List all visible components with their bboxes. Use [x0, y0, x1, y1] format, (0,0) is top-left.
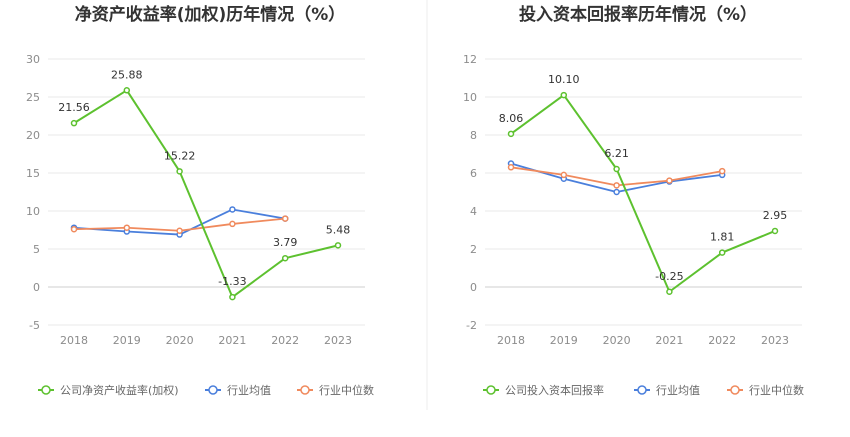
legend-label: 行业中位数 [319, 383, 374, 397]
roe-legend-median[interactable]: 行业中位数 [297, 383, 374, 397]
legend-swatch-marker [730, 385, 740, 395]
roe-chart: 净资产收益率(加权)历年情况（%） -5 0 5 10 15 20 25 30 2018 2019 2… [26, 4, 374, 397]
y-tick-label: 4 [470, 205, 477, 218]
y-tick-label: 5 [33, 243, 40, 256]
legend-swatch-marker [486, 385, 496, 395]
roic-legend-mean[interactable]: 行业均值 [634, 384, 700, 397]
roe-legend-company[interactable]: 公司净资产收益率(加权) [38, 383, 179, 397]
data-point [123, 224, 131, 231]
data-point [666, 177, 673, 184]
data-label: 21.56 [58, 101, 90, 114]
data-point [718, 167, 726, 175]
y-tick-label: 0 [470, 281, 477, 294]
x-tick-label: 2018 [497, 334, 525, 347]
data-point [718, 249, 726, 256]
legend-label: 行业中位数 [749, 383, 804, 397]
data-label: 25.88 [111, 68, 143, 81]
x-tick-label: 2023 [761, 334, 789, 347]
y-tick-label: 0 [33, 281, 40, 294]
roe-legend-mean[interactable]: 行业均值 [205, 384, 271, 397]
legend-label: 行业均值 [656, 384, 700, 397]
data-label: 15.22 [164, 149, 196, 162]
x-tick-label: 2018 [60, 334, 88, 347]
x-tick-label: 2022 [271, 334, 299, 347]
y-tick-label: 10 [26, 205, 40, 218]
roic-legend-company[interactable]: 公司投入资本回报率 [483, 383, 604, 397]
data-label: 5.48 [326, 223, 351, 236]
chart-title: 净资产收益率(加权)历年情况（%） [75, 4, 346, 25]
legend-swatch-marker [208, 385, 218, 395]
y-tick-label: 30 [26, 53, 40, 66]
x-tick-label: 2021 [218, 334, 246, 347]
data-label: -0.25 [655, 270, 683, 283]
roic-legend-median[interactable]: 行业中位数 [727, 383, 804, 397]
legend-swatch-marker [41, 385, 51, 395]
legend-label: 公司净资产收益率(加权) [60, 383, 179, 397]
data-point [176, 227, 183, 235]
data-label: 6.21 [604, 147, 629, 160]
data-label: 2.95 [763, 209, 788, 222]
x-tick-label: 2020 [166, 334, 194, 347]
series-line [510, 94, 776, 293]
y-tick-label: 6 [470, 167, 477, 180]
data-point [560, 171, 568, 179]
x-tick-label: 2019 [113, 334, 141, 347]
data-point [229, 293, 236, 301]
chart-title: 投入资本回报率历年情况（%） [519, 4, 757, 25]
x-tick-label: 2023 [324, 334, 352, 347]
data-label: 8.06 [499, 112, 524, 125]
data-point [507, 164, 515, 171]
y-tick-label: -5 [29, 319, 40, 332]
y-tick-label: 25 [26, 91, 40, 104]
x-tick-label: 2021 [655, 334, 683, 347]
data-point [613, 182, 620, 189]
data-point [613, 188, 620, 196]
series-line [73, 89, 339, 299]
legend-label: 公司投入资本回报率 [505, 383, 604, 397]
data-point [613, 165, 620, 173]
data-point [229, 220, 236, 228]
data-label: 10.10 [548, 73, 580, 86]
data-point [771, 227, 779, 235]
y-tick-label: 8 [470, 129, 477, 142]
data-point [70, 119, 78, 127]
x-tick-label: 2019 [550, 334, 578, 347]
y-tick-label: 2 [470, 243, 477, 256]
data-point [281, 215, 289, 222]
data-point [281, 254, 289, 262]
legend-label: 行业均值 [227, 384, 271, 397]
data-label: 1.81 [710, 231, 735, 244]
data-point [229, 206, 236, 213]
data-point [666, 288, 673, 295]
y-tick-label: 20 [26, 129, 40, 142]
legend-swatch-marker [637, 385, 647, 395]
data-label: 3.79 [273, 236, 298, 249]
y-tick-label: 10 [463, 91, 477, 104]
data-point [176, 168, 183, 175]
data-label: -1.33 [218, 275, 246, 288]
x-tick-label: 2022 [708, 334, 736, 347]
data-point [334, 242, 342, 249]
data-point [123, 87, 131, 94]
data-point [70, 225, 78, 233]
data-point [507, 130, 515, 138]
y-tick-label: 15 [26, 167, 40, 180]
x-tick-label: 2020 [603, 334, 631, 347]
data-point [560, 91, 568, 99]
roic-chart: 投入资本回报率历年情况（%） -2 0 2 4 6 8 10 12 2018 2019 2020 202… [463, 4, 804, 397]
y-tick-label: 12 [463, 53, 477, 66]
y-tick-label: -2 [466, 319, 477, 332]
legend-swatch-marker [300, 385, 310, 395]
